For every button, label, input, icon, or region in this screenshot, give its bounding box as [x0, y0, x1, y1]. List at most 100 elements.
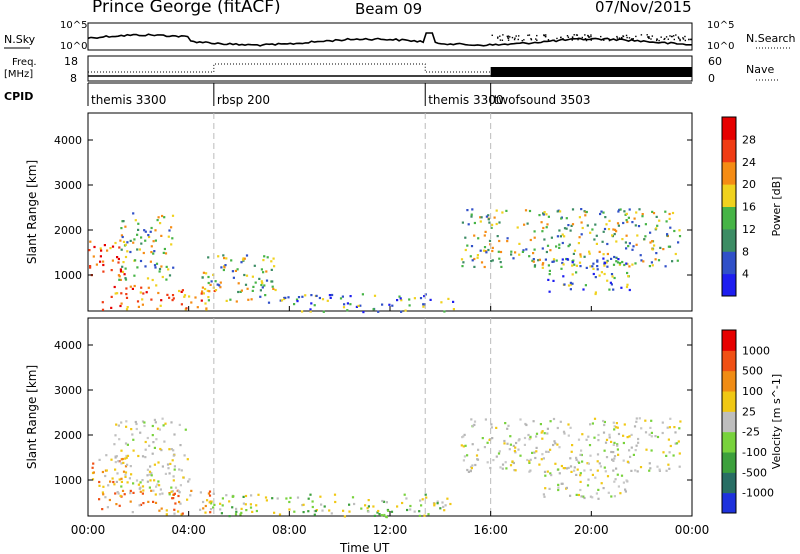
data-cell: [543, 495, 546, 498]
data-cell: [400, 310, 403, 313]
nsearch-dot: [585, 39, 588, 42]
data-cell: [274, 288, 277, 292]
data-cell: [117, 460, 120, 463]
data-cell: [512, 444, 515, 447]
data-cell: [154, 239, 157, 242]
data-cell: [571, 444, 574, 447]
data-cell: [110, 458, 113, 461]
data-cell: [120, 302, 123, 305]
data-cell: [628, 435, 631, 438]
data-cell: [237, 290, 240, 294]
data-cell: [124, 457, 127, 460]
data-cell: [136, 233, 139, 236]
data-cell: [477, 237, 480, 240]
data-cell: [155, 485, 158, 488]
data-cell: [541, 437, 544, 440]
data-cell: [158, 267, 162, 271]
nsearch-series-dots: [491, 34, 692, 42]
data-cell: [651, 264, 654, 267]
nsearch-dot: [545, 34, 547, 36]
data-cell: [119, 268, 122, 271]
data-cell: [656, 435, 660, 439]
data-cell: [246, 287, 249, 290]
data-cell: [549, 420, 552, 423]
colorbar-swatch: [722, 139, 736, 163]
data-cell: [602, 257, 605, 260]
data-cell: [113, 443, 116, 446]
data-cell: [446, 497, 449, 500]
data-cell: [659, 246, 662, 249]
data-cell: [108, 498, 111, 502]
data-cell: [562, 275, 565, 278]
data-cell: [464, 236, 467, 239]
data-cell: [509, 435, 512, 438]
data-cell: [557, 486, 560, 489]
nsearch-dot: [566, 35, 569, 37]
data-cell: [161, 214, 164, 218]
data-cell: [533, 230, 536, 233]
data-cell: [640, 427, 643, 430]
data-cell: [578, 261, 582, 264]
data-cell: [545, 213, 548, 216]
y-axis-label: Slant Range [km]: [25, 160, 39, 264]
data-cell: [189, 494, 192, 497]
data-cell: [146, 480, 149, 483]
data-cell: [149, 230, 152, 233]
data-cell: [250, 494, 253, 497]
data-cell: [596, 259, 599, 262]
data-cell: [467, 223, 470, 226]
data-cell: [125, 454, 128, 458]
data-cell: [528, 209, 532, 213]
data-cell: [184, 428, 187, 431]
data-cell: [231, 506, 234, 509]
data-cell: [546, 427, 549, 430]
data-cell: [506, 427, 509, 430]
data-cell: [471, 443, 474, 446]
data-cell: [592, 267, 595, 270]
data-cell: [639, 466, 643, 469]
data-cell: [498, 239, 501, 243]
data-cell: [648, 433, 651, 436]
data-cell: [598, 274, 601, 277]
data-cell: [621, 238, 624, 241]
data-cell: [608, 433, 611, 436]
data-cell: [348, 510, 351, 513]
cpid-segment-label: twofsound 3503: [494, 93, 591, 107]
data-cell: [132, 491, 135, 494]
data-cell: [613, 428, 616, 431]
data-cell: [167, 268, 170, 271]
data-cell: [583, 255, 586, 258]
data-cell: [390, 510, 394, 513]
data-cell: [651, 240, 654, 243]
data-cell: [133, 238, 136, 241]
data-cell: [493, 216, 496, 219]
data-cell: [547, 215, 550, 218]
data-cell: [301, 504, 304, 507]
data-cell: [364, 504, 367, 507]
data-cell: [668, 451, 671, 454]
data-cell: [252, 285, 255, 288]
data-cell: [121, 265, 124, 268]
data-cell: [522, 249, 525, 252]
data-cell: [339, 297, 343, 300]
data-cell: [580, 495, 583, 498]
data-cell: [157, 291, 160, 295]
data-cell: [615, 230, 618, 233]
data-cell: [225, 494, 228, 497]
data-cell: [341, 295, 344, 298]
data-cell: [616, 222, 620, 225]
data-cell: [134, 219, 137, 222]
data-cell: [621, 260, 624, 264]
data-cell: [631, 248, 634, 251]
data-cell: [497, 250, 500, 253]
data-cell: [173, 512, 176, 515]
data-cell: [264, 294, 267, 297]
data-cell: [485, 251, 488, 254]
data-cell: [658, 219, 661, 222]
data-cell: [259, 289, 262, 292]
data-cell: [148, 470, 152, 473]
data-cell: [348, 503, 351, 506]
data-cell: [244, 494, 248, 498]
data-cell: [573, 249, 577, 252]
data-cell: [119, 304, 122, 308]
